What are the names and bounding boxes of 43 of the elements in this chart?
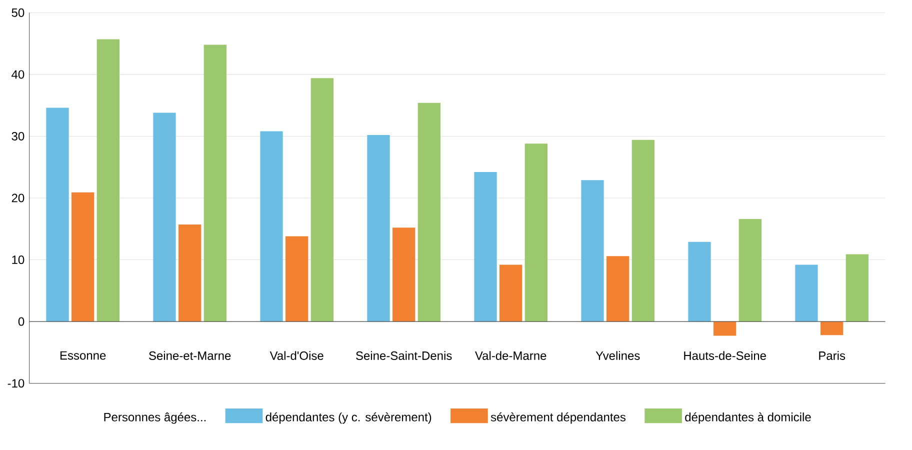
- bar: [738, 219, 762, 322]
- legend-label: sévèrement dépendantes: [490, 412, 626, 424]
- bar: [367, 134, 390, 322]
- y-tick-label: 50: [12, 8, 24, 17]
- y-tick-label: 40: [12, 70, 24, 79]
- x-tick-label: Paris: [819, 351, 846, 360]
- y-tick-label: 20: [12, 194, 24, 202]
- bar: [795, 264, 818, 322]
- bar: [581, 180, 604, 322]
- bar: [688, 242, 711, 322]
- x-tick-label: Seine-et-Marne: [149, 351, 231, 360]
- legend-title: Personnes âgées...: [104, 412, 206, 424]
- y-tick-label: 0: [18, 317, 24, 326]
- bar: [72, 192, 94, 322]
- bar: [310, 78, 334, 322]
- bar: [178, 224, 202, 322]
- bar: [418, 102, 441, 322]
- bar: [260, 131, 283, 322]
- bar: [606, 256, 630, 322]
- bar: [714, 322, 736, 336]
- bar: [153, 112, 176, 322]
- y-tick-label: 30: [12, 132, 24, 140]
- x-tick-label: Seine-Saint-Denis: [356, 351, 452, 360]
- bar: [846, 254, 868, 322]
- bar: [632, 140, 654, 322]
- x-tick-label: Hauts-de-Seine: [684, 351, 766, 360]
- y-tick-label: -10: [8, 379, 24, 388]
- bar: [500, 264, 522, 322]
- y-tick-label: 10: [12, 256, 24, 264]
- legend-label: dépendantes (y c. sévèrement): [266, 412, 432, 424]
- x-tick-label: Val-de-Marne: [474, 351, 546, 360]
- bar: [820, 322, 844, 336]
- x-tick-label: Val-d'Oise: [270, 351, 324, 360]
- bar: [96, 39, 120, 322]
- x-tick-label: Yvelines: [596, 351, 640, 360]
- legend-label: dépendantes à domicile: [685, 412, 811, 424]
- bar: [46, 108, 69, 322]
- bar: [524, 144, 548, 322]
- bar: [392, 228, 416, 322]
- bar: [474, 172, 497, 322]
- bar: [286, 236, 308, 322]
- bar: [204, 44, 226, 322]
- x-tick-label: Essonne: [60, 351, 106, 360]
